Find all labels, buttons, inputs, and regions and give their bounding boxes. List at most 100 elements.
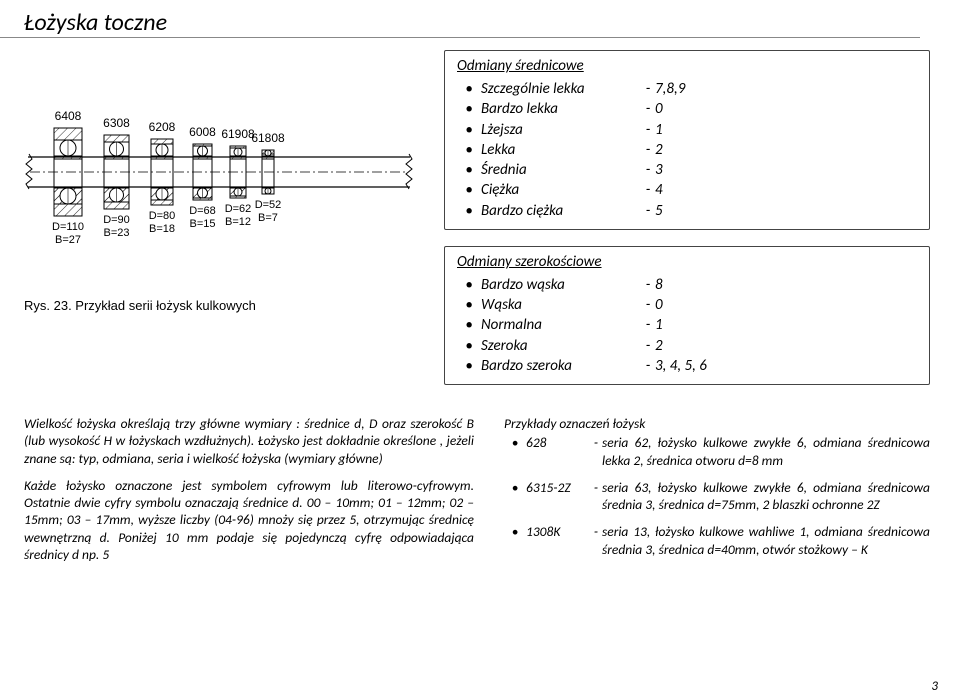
svg-text:B=27: B=27 [55, 234, 81, 246]
width-variant-value: 3, 4, 5, 6 [655, 356, 707, 376]
page-number: 3 [931, 679, 938, 694]
size-variant-value: 4 [655, 180, 663, 200]
bearing-label: 6008 [189, 125, 216, 139]
width-variant-value: 8 [655, 275, 663, 295]
width-variant-label: Szeroka [481, 336, 641, 356]
dash: - [641, 275, 655, 295]
dash: - [590, 479, 602, 514]
size-variant-label: Ciężka [481, 180, 641, 200]
width-variant-row: •Normalna-1 [457, 315, 917, 335]
dash: - [641, 140, 655, 160]
svg-text:B=23: B=23 [104, 227, 130, 239]
svg-text:B=12: B=12 [225, 216, 251, 228]
dash: - [641, 79, 655, 99]
width-variant-row: •Wąska-0 [457, 295, 917, 315]
size-variant-label: Bardzo ciężka [481, 201, 641, 221]
bearing-label: 6208 [149, 120, 176, 134]
bearing-label: 6308 [103, 116, 130, 130]
width-variant-label: Bardzo wąska [481, 275, 641, 295]
svg-text:B=7: B=7 [258, 212, 278, 224]
size-variant-value: 1 [655, 120, 663, 140]
example-item: •6315-2Z-seria 63, łożysko kulkowe zwykł… [504, 479, 930, 514]
svg-text:B=15: B=15 [190, 218, 216, 230]
svg-text:D=80: D=80 [149, 210, 176, 222]
size-variants-box: Odmiany średnicowe •Szczególnie lekka-7,… [444, 50, 930, 230]
examples-heading: Przykłady oznaczeń łożysk [504, 415, 930, 432]
example-code: 6315-2Z [526, 479, 590, 514]
bearing-figure: 6408 D=110B=27 6308 D=90B=23 6208 D=80B=18 600… [24, 44, 414, 294]
dash: - [641, 180, 655, 200]
bullet-icon: • [457, 315, 481, 335]
size-variant-value: 7,8,9 [655, 79, 685, 99]
width-variant-value: 2 [655, 336, 663, 356]
width-variant-label: Bardzo szeroka [481, 356, 641, 376]
example-code: 628 [526, 434, 590, 469]
bullet-icon: • [457, 356, 481, 376]
size-variant-row: •Bardzo lekka-0 [457, 99, 917, 119]
bullet-icon: • [457, 336, 481, 356]
dash: - [641, 315, 655, 335]
bottom-row: Wielkość łożyska określają trzy główne w… [0, 401, 960, 573]
svg-text:B=18: B=18 [149, 223, 175, 235]
bullet-icon: • [457, 295, 481, 315]
size-variant-row: •Lekka-2 [457, 140, 917, 160]
size-variant-value: 0 [655, 99, 663, 119]
svg-text:D=52: D=52 [255, 199, 282, 211]
size-variant-label: Bardzo lekka [481, 99, 641, 119]
example-item: •1308K-seria 13, łożysko kulkowe wahliwe… [504, 523, 930, 558]
page-title: Łożyska toczne [0, 0, 920, 38]
size-variant-row: •Średnia-3 [457, 160, 917, 180]
size-variant-value: 5 [655, 201, 663, 221]
bullet-icon: • [504, 434, 526, 469]
bearing-label: 61808 [251, 131, 285, 145]
width-variants-box: Odmiany szerokościowe •Bardzo wąska-8•Wą… [444, 246, 930, 385]
width-variants-heading: Odmiany szerokościowe [457, 253, 917, 271]
svg-text:D=62: D=62 [225, 203, 252, 215]
svg-text:D=68: D=68 [189, 205, 216, 217]
svg-text:D=90: D=90 [103, 214, 130, 226]
size-variant-value: 2 [655, 140, 663, 160]
size-variant-label: Średnia [481, 160, 641, 180]
bearing-label: 61908 [221, 127, 255, 141]
dash: - [590, 523, 602, 558]
example-text: seria 63, łożysko kulkowe zwykłe 6, odmi… [602, 479, 930, 514]
svg-text:D=110: D=110 [52, 221, 84, 233]
size-variant-row: •Lżejsza-1 [457, 120, 917, 140]
description-paragraph-1: Wielkość łożyska określają trzy główne w… [24, 415, 474, 467]
bullet-icon: • [504, 479, 526, 514]
bullet-icon: • [457, 99, 481, 119]
dash: - [641, 201, 655, 221]
bullet-icon: • [457, 140, 481, 160]
size-variant-row: •Szczególnie lekka-7,8,9 [457, 79, 917, 99]
example-item: •628-seria 62, łożysko kulkowe zwykłe 6,… [504, 434, 930, 469]
size-variant-value: 3 [655, 160, 663, 180]
bullet-icon: • [457, 160, 481, 180]
figure-caption: Rys. 23. Przykład serii łożysk kulkowych [24, 298, 414, 313]
width-variant-row: •Bardzo wąska-8 [457, 275, 917, 295]
examples-column: Przykłady oznaczeń łożysk •628-seria 62,… [474, 415, 930, 573]
figure-column: 6408 D=110B=27 6308 D=90B=23 6208 D=80B=18 600… [24, 44, 414, 401]
example-text: seria 13, łożysko kulkowe wahliwe 1, odm… [602, 523, 930, 558]
example-code: 1308K [526, 523, 590, 558]
dash: - [641, 99, 655, 119]
size-variants-heading: Odmiany średnicowe [457, 57, 917, 75]
top-row: 6408 D=110B=27 6308 D=90B=23 6208 D=80B=18 600… [0, 38, 960, 401]
dash: - [641, 120, 655, 140]
description-left: Wielkość łożyska określają trzy główne w… [24, 415, 474, 573]
bearing-label: 6408 [55, 109, 82, 123]
dash: - [641, 356, 655, 376]
bullet-icon: • [457, 201, 481, 221]
size-variant-row: •Ciężka-4 [457, 180, 917, 200]
bullet-icon: • [457, 180, 481, 200]
width-variant-label: Normalna [481, 315, 641, 335]
size-variant-label: Szczególnie lekka [481, 79, 641, 99]
description-paragraph-2: Każde łożysko oznaczone jest symbolem cy… [24, 477, 474, 563]
width-variant-row: •Bardzo szeroka-3, 4, 5, 6 [457, 356, 917, 376]
example-text: seria 62, łożysko kulkowe zwykłe 6, odmi… [602, 434, 930, 469]
width-variant-label: Wąska [481, 295, 641, 315]
width-variant-value: 0 [655, 295, 663, 315]
dash: - [641, 336, 655, 356]
bullet-icon: • [457, 275, 481, 295]
lists-column: Odmiany średnicowe •Szczególnie lekka-7,… [414, 44, 930, 401]
width-variant-row: •Szeroka-2 [457, 336, 917, 356]
